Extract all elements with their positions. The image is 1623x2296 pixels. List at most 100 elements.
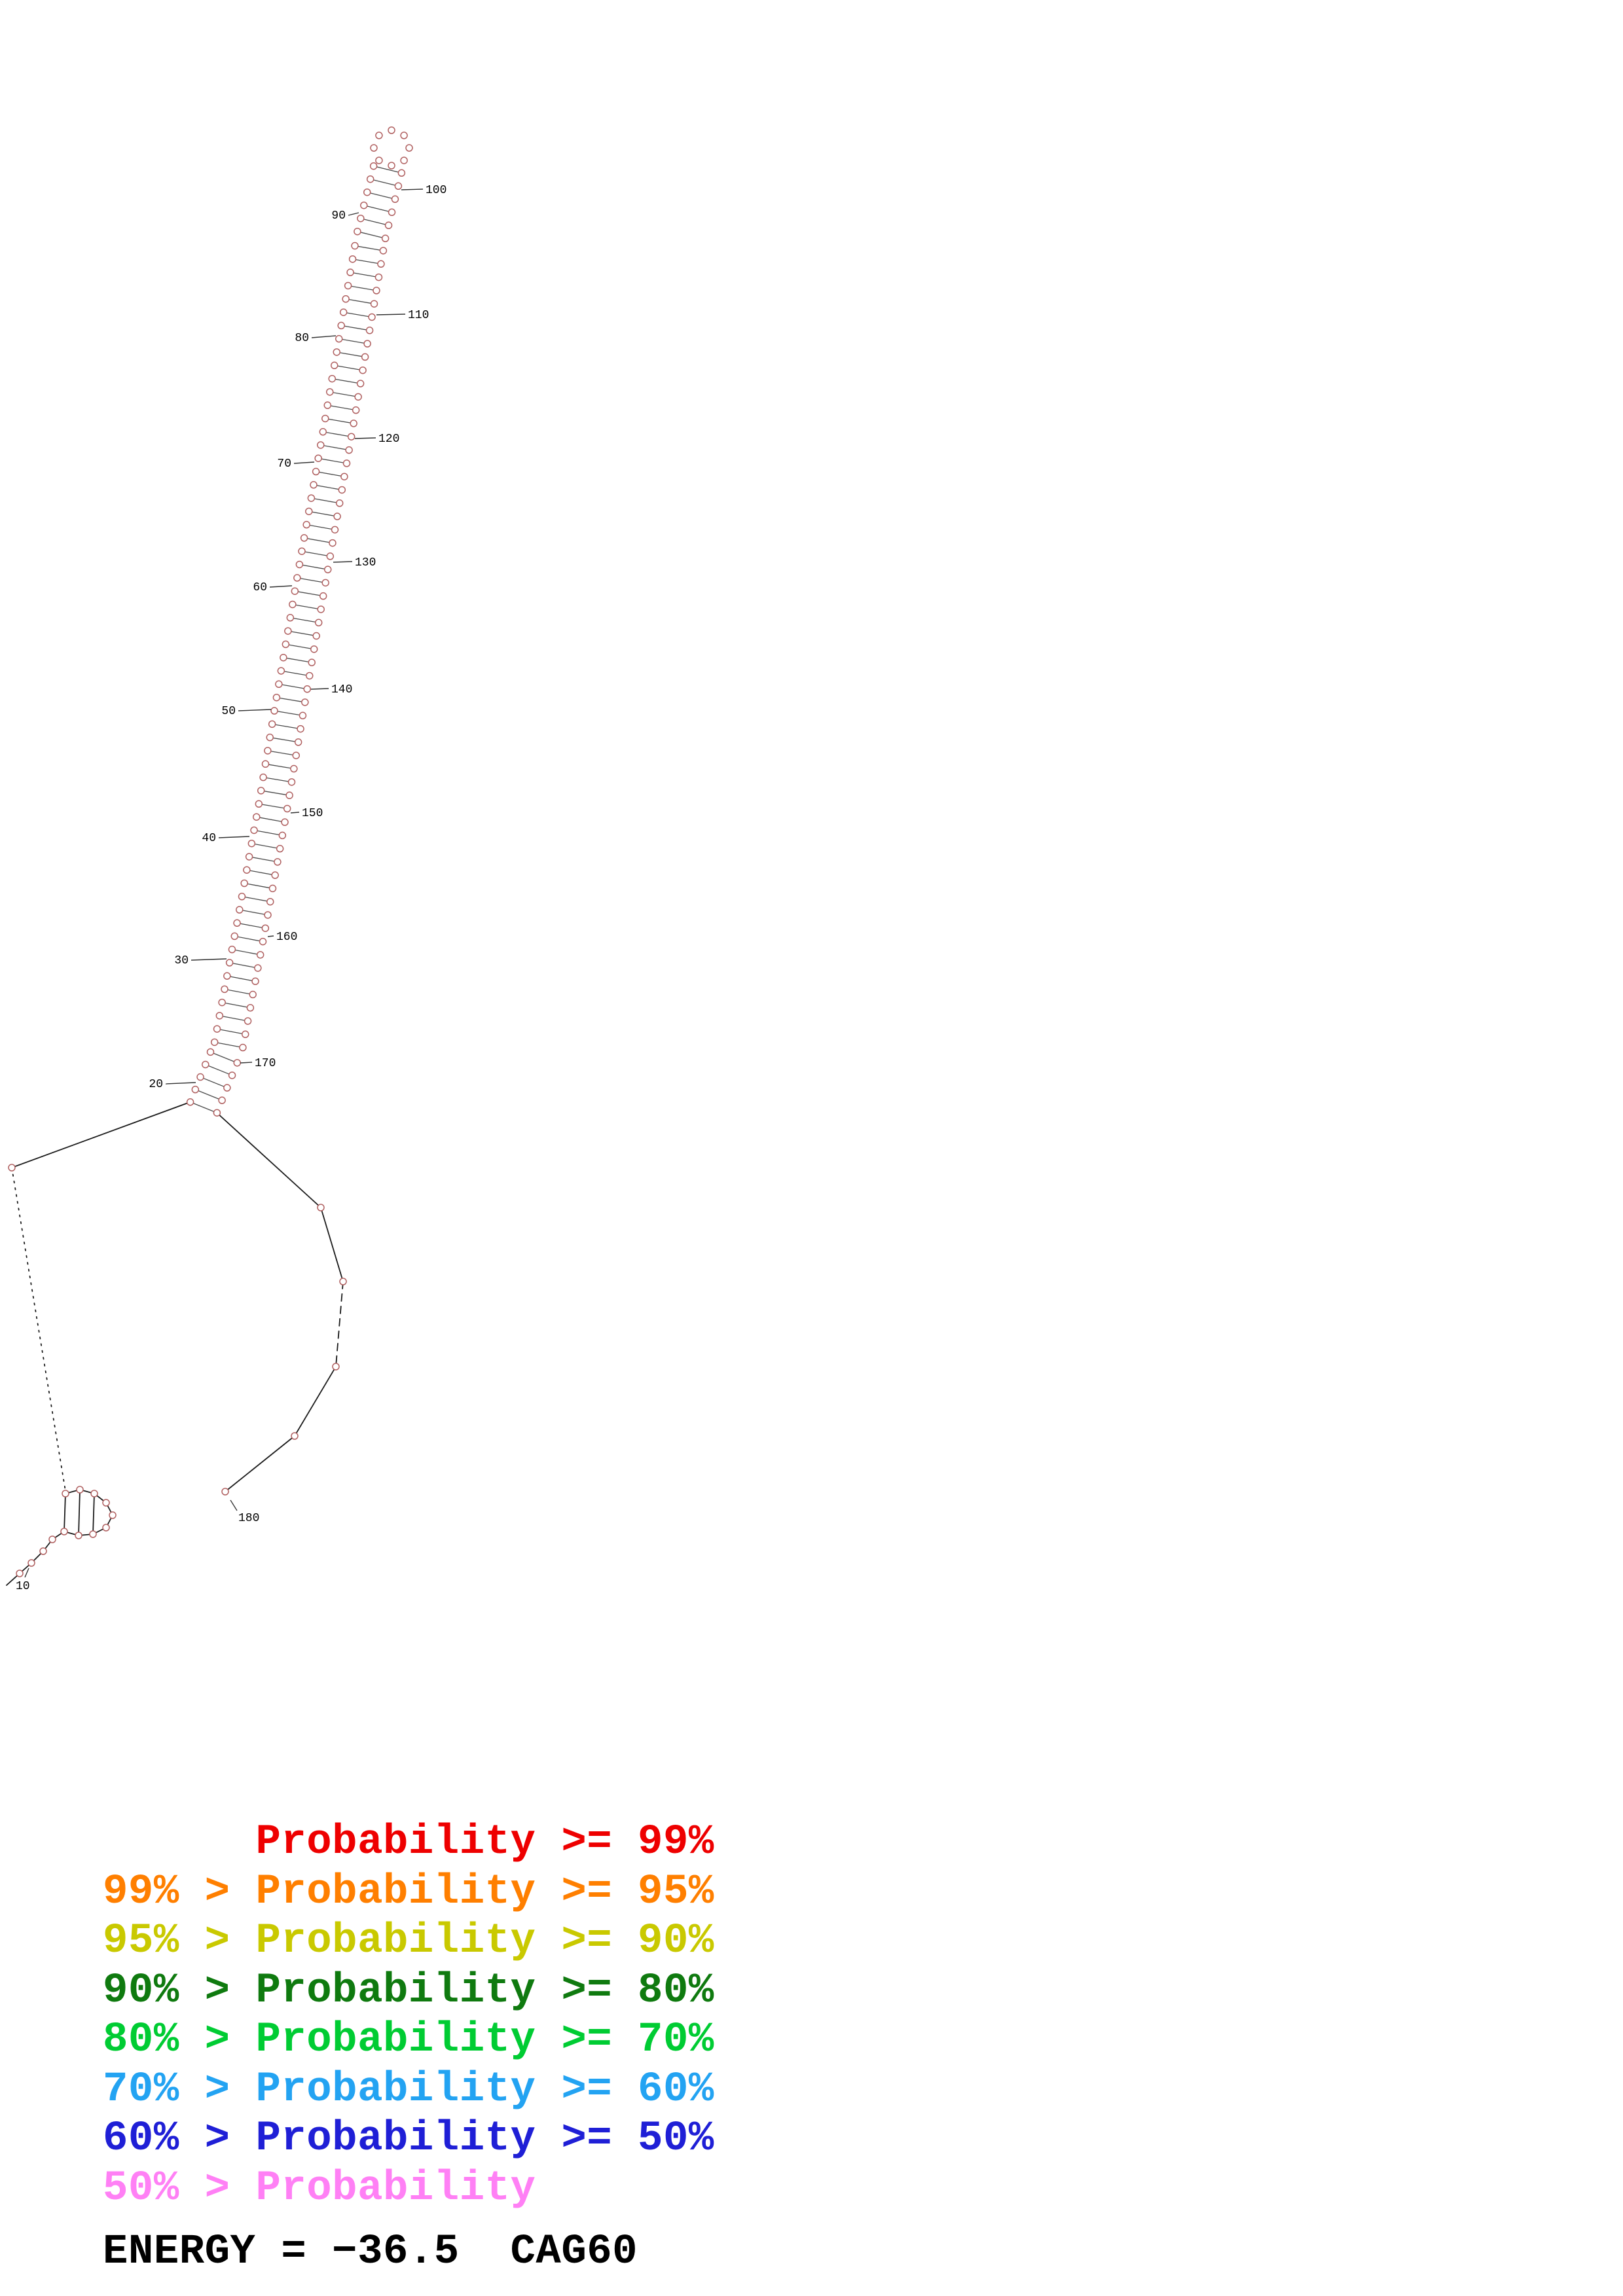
nucleotide (255, 800, 263, 808)
nucleotide (332, 1363, 340, 1371)
nucleotide (365, 327, 374, 334)
nucleotide (286, 614, 295, 622)
nucleotide (359, 366, 367, 374)
nucleotide (210, 1038, 219, 1047)
probability-legend: Probability >= 99% 99% > Probability >= 9… (103, 1818, 714, 2214)
legend-line-0: Probability >= 99% (103, 1819, 714, 1866)
nucleotide (223, 972, 231, 980)
nucleotide (317, 1204, 325, 1211)
nucleotide (27, 1559, 35, 1567)
nucleotide (360, 201, 368, 209)
nucleotide (291, 587, 299, 595)
nucleotide (280, 653, 287, 662)
nucleotide (196, 1073, 204, 1081)
nucleotide (240, 879, 248, 888)
nucleotide (339, 1278, 347, 1285)
nucleotide (333, 348, 340, 356)
position-label: 60 (253, 581, 267, 594)
nucleotide (264, 747, 272, 755)
nucleotide (254, 964, 262, 972)
nucleotide (75, 1532, 82, 1539)
nucleotide (275, 680, 283, 689)
nucleotide (333, 512, 341, 520)
legend-line-3: 90% > Probability >= 80% (103, 1967, 714, 2015)
nucleotide (102, 1499, 110, 1507)
nucleotide (305, 507, 313, 516)
nucleotide (266, 897, 274, 906)
nucleotide (191, 1085, 200, 1094)
nucleotide (287, 778, 296, 786)
nucleotide (299, 711, 307, 720)
nucleotide (370, 300, 378, 308)
nucleotide (241, 1030, 249, 1039)
position-label: 10 (16, 1580, 30, 1593)
nucleotide (16, 1570, 24, 1577)
nucleotide (223, 1084, 231, 1092)
nucleotide (290, 764, 298, 773)
nucleotide (340, 473, 348, 480)
nucleotide (225, 959, 234, 967)
nucleotide (8, 1164, 16, 1172)
nucleotide (314, 454, 322, 462)
nucleotide (272, 693, 281, 702)
nucleotide (233, 919, 241, 927)
nucleotide (361, 353, 369, 361)
nucleotide (276, 844, 284, 853)
nucleotide (388, 126, 395, 134)
nucleotide (323, 401, 332, 409)
nucleotide (328, 374, 337, 383)
nucleotide (321, 579, 329, 587)
nucleotide (284, 627, 292, 635)
nucleotide (236, 906, 244, 914)
nucleotide (292, 751, 301, 759)
nucleotide (312, 632, 320, 640)
nucleotide (339, 308, 348, 316)
nucleotide (264, 911, 272, 919)
nucleotide (259, 937, 267, 946)
nucleotide (347, 433, 356, 440)
legend-line-2: 95% > Probability >= 90% (103, 1918, 714, 1965)
nucleotide (238, 893, 246, 901)
position-label: 120 (378, 433, 399, 446)
nucleotide (218, 998, 226, 1007)
nucleotide (397, 169, 406, 177)
nucleotide (351, 242, 359, 250)
position-label: 110 (408, 309, 429, 322)
nucleotide (228, 1071, 236, 1079)
nucleotide (394, 182, 403, 190)
nucleotide (253, 813, 261, 821)
nucleotide (310, 645, 318, 653)
position-label: 100 (426, 184, 447, 197)
nucleotide (369, 162, 378, 170)
position-label: 90 (331, 209, 346, 223)
position-label: 30 (174, 954, 189, 967)
nucleotide (314, 619, 323, 627)
nucleotide (400, 132, 408, 139)
nucleotide (271, 871, 279, 879)
nucleotide (247, 839, 256, 848)
nucleotide (293, 574, 301, 582)
nucleotide (228, 945, 236, 954)
nucleotide (89, 1530, 97, 1538)
nucleotide (268, 884, 277, 893)
position-label: 180 (238, 1512, 259, 1525)
nucleotide (391, 195, 399, 204)
nucleotide (344, 281, 352, 290)
nucleotide (266, 733, 274, 742)
nucleotide (256, 951, 264, 959)
nucleotide (291, 1432, 299, 1440)
nucleotide (102, 1524, 110, 1532)
nucleotide (230, 932, 239, 941)
nucleotide (297, 725, 304, 733)
nucleotide (301, 698, 309, 706)
nucleotide (308, 658, 316, 666)
nucleotide (377, 260, 385, 268)
nucleotide (251, 977, 259, 986)
legend-line-1: 99% > Probability >= 95% (103, 1868, 714, 1916)
nucleotide (274, 858, 282, 866)
energy-label: ENERGY = −36.5 CAG60 (103, 2229, 638, 2276)
nucleotide (356, 380, 365, 387)
position-label: 150 (302, 807, 323, 820)
nucleotide (239, 1043, 247, 1052)
